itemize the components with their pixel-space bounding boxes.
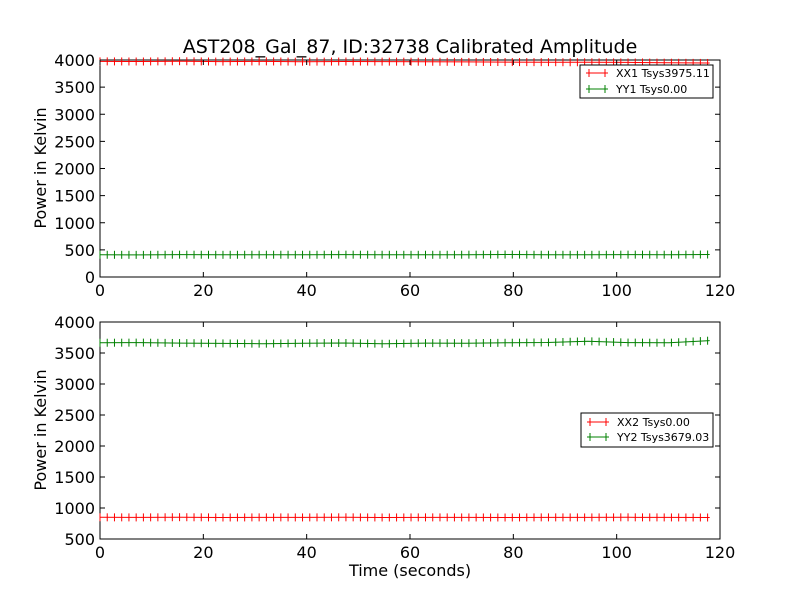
bottom-legend: XX2 Tsys0.00 YY2 Tsys3679.03: [580, 412, 714, 448]
top-panel: 0 500 1000 1500 2000 2500 3000 3500 4000 0 20 40 60…: [31, 51, 735, 300]
top-ytick-label: 1500: [54, 187, 95, 206]
bottom-ytick-label: 500: [64, 530, 95, 549]
bottom-x-ticks: 0 20 40 60 80 100 120: [95, 322, 735, 562]
bottom-ytick-label: 3000: [54, 375, 95, 394]
bottom-ytick-label: 4000: [54, 313, 95, 332]
top-ytick-label: 2500: [54, 132, 95, 151]
bottom-x-axis-label: Time (seconds): [348, 561, 471, 580]
bottom-legend-entry-2: YY2 Tsys3679.03: [587, 431, 709, 444]
top-ytick-label: 0: [85, 268, 95, 287]
top-xtick-label: 80: [503, 281, 523, 300]
bottom-xtick-label: 120: [705, 543, 736, 562]
top-ytick-label: 3500: [54, 78, 95, 97]
top-xtick-label: 60: [400, 281, 420, 300]
top-legend-box: [579, 64, 714, 99]
bottom-ytick-label: 1000: [54, 499, 95, 518]
top-ytick-label: 3000: [54, 105, 95, 124]
bottom-xtick-label: 60: [400, 543, 420, 562]
top-legend-entry-2: YY1 Tsys0.00: [586, 83, 687, 96]
bottom-legend-label-2: YY2 Tsys3679.03: [616, 431, 709, 444]
bottom-ytick-label: 3500: [54, 344, 95, 363]
top-xtick-label: 120: [705, 281, 736, 300]
bottom-xtick-label: 80: [503, 543, 523, 562]
top-x-ticks: 0 20 40 60 80 100 120: [95, 60, 735, 300]
top-legend-label-1: XX1 Tsys3975.11: [616, 67, 710, 80]
bottom-legend-box: [580, 412, 714, 448]
top-ytick-label: 500: [64, 241, 95, 260]
bottom-ytick-label: 2500: [54, 406, 95, 425]
top-xtick-label: 0: [95, 281, 105, 300]
bottom-xtick-label: 20: [193, 543, 213, 562]
top-legend: XX1 Tsys3975.11 YY1 Tsys0.00: [579, 64, 714, 99]
top-xtick-label: 100: [601, 281, 632, 300]
bottom-y-ticks: 500 1000 1500 2000 2500 3000 3500 4000: [54, 313, 720, 549]
bottom-y-axis-label: Power in Kelvin: [31, 369, 50, 490]
top-ytick-label: 4000: [54, 51, 95, 70]
bottom-xtick-label: 40: [296, 543, 316, 562]
top-legend-label-2: YY1 Tsys0.00: [615, 83, 687, 96]
top-legend-entry-1: XX1 Tsys3975.11: [586, 67, 710, 80]
bottom-legend-entry-1: XX2 Tsys0.00: [587, 416, 690, 429]
bottom-series-group: [99, 336, 710, 522]
bottom-legend-label-1: XX2 Tsys0.00: [617, 416, 690, 429]
top-series-group: [99, 57, 710, 259]
top-xtick-label: 40: [296, 281, 316, 300]
top-ytick-label: 1000: [54, 214, 95, 233]
bottom-xtick-label: 100: [601, 543, 632, 562]
bottom-panel: 500 1000 1500 2000 2500 3000 3500 4000 0 20 40 60 8…: [31, 313, 735, 580]
top-y-axis-label: Power in Kelvin: [31, 107, 50, 228]
bottom-ytick-label: 1500: [54, 468, 95, 487]
top-ytick-label: 2000: [54, 160, 95, 179]
bottom-ytick-label: 2000: [54, 437, 95, 456]
chart-title: AST208_Gal_87, ID:32738 Calibrated Ampli…: [183, 36, 638, 58]
top-xtick-label: 20: [193, 281, 213, 300]
bottom-xtick-label: 0: [95, 543, 105, 562]
top-y-ticks: 0 500 1000 1500 2000 2500 3000 3500 4000: [54, 51, 720, 287]
